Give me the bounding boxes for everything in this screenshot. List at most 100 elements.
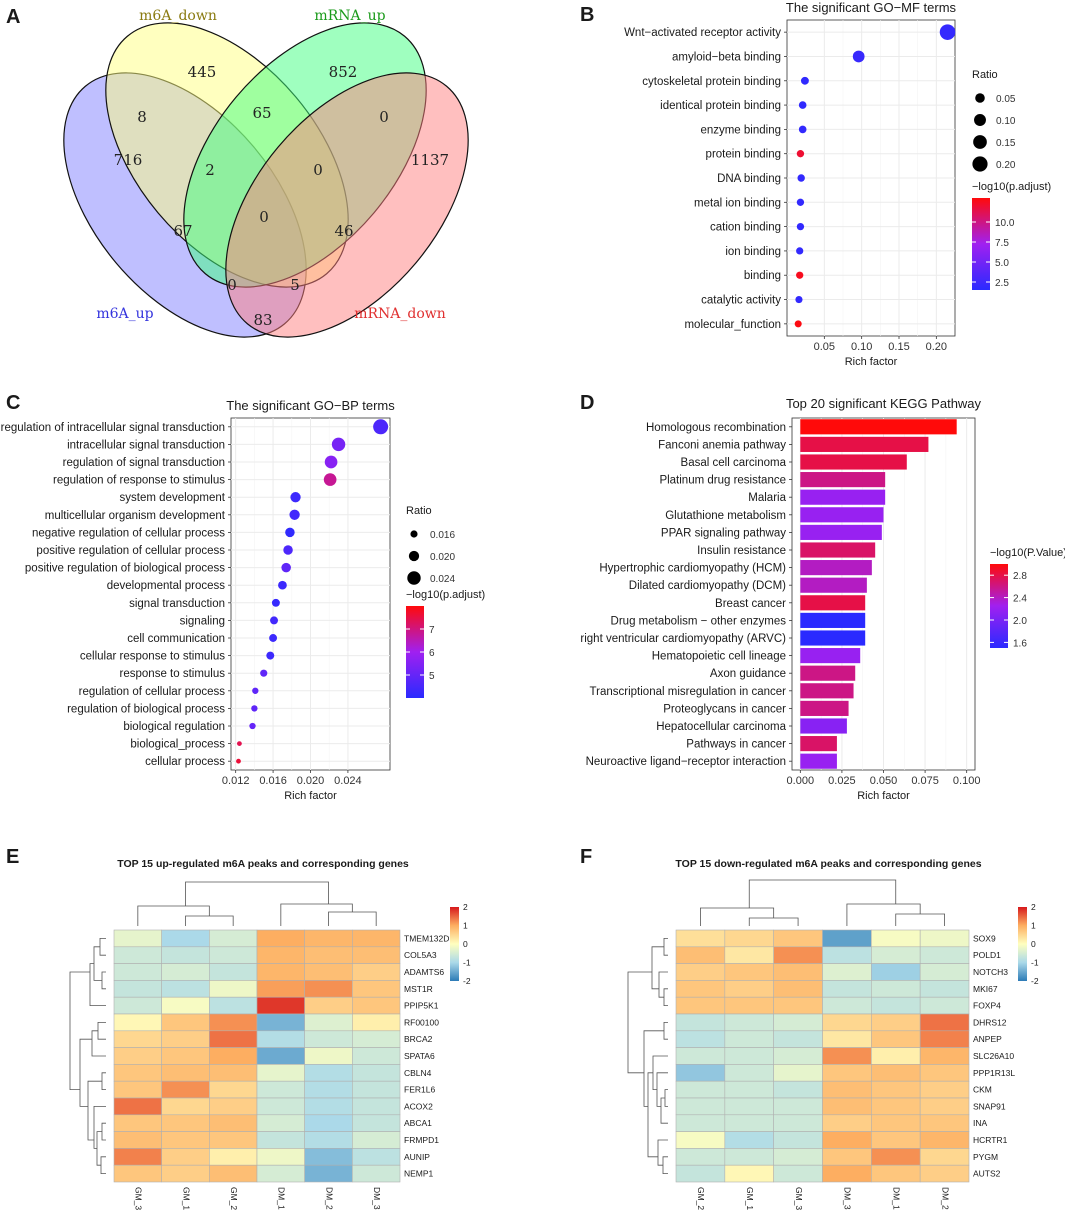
- heatmap-cell-snap91-dm-1: [871, 1097, 921, 1116]
- column-label-gm-3: GM_3: [134, 1187, 144, 1210]
- bar-hepatocellular-carcinoma: [800, 718, 847, 734]
- color-legend-label: 2.5: [995, 278, 1009, 289]
- heatmap-cell-mst1r-dm-2: [304, 980, 353, 998]
- kegg-barchart: Top 20 significant KEGG PathwayHomologou…: [580, 396, 1065, 802]
- bar-insulin-resistance: [800, 542, 876, 558]
- venn-label-m6a-up: m6A_up: [96, 306, 153, 322]
- column-dendrogram: [137, 881, 377, 926]
- venn-count-m6a-down-mrna-down: 46: [334, 222, 353, 240]
- color-legend-title: −log10(P.Value): [990, 547, 1065, 559]
- size-legend-label: 0.016: [430, 530, 455, 541]
- color-legend-bar: [972, 198, 990, 290]
- heatmap-cell-mki67-gm-3: [773, 980, 823, 998]
- row-label-mst1r: MST1R: [404, 984, 433, 994]
- heatmap-cell-aunip-gm-2: [209, 1148, 258, 1166]
- heatmap-cell-mst1r-gm-3: [113, 980, 162, 998]
- heatmap-cell-mst1r-dm-3: [352, 980, 401, 998]
- row-label-slc26a10: SLC26A10: [973, 1051, 1014, 1061]
- color-legend: −log10(p.adjust) 2.5 5.0 7.5 10.0: [972, 181, 1051, 290]
- heatmap-cell-sox9-dm-1: [871, 929, 921, 948]
- column-label-dm-2: DM_2: [324, 1187, 334, 1210]
- heatmap-cell-cbln4-gm-1: [161, 1064, 210, 1082]
- heatmap-cell-ckm-dm-3: [822, 1080, 872, 1099]
- column-label-dm-3: DM_3: [372, 1187, 382, 1210]
- color-legend-label: 6: [429, 648, 435, 659]
- heatmap-cell-col5a3-dm-2: [304, 946, 353, 964]
- column-dendrogram-branch: [895, 913, 945, 926]
- heatmap-cell-hcrtr1-dm-1: [871, 1131, 921, 1149]
- heatmap-cell-ppip5k1-gm-1: [161, 996, 210, 1015]
- heatmap-cell-pygm-dm-1: [871, 1148, 921, 1166]
- row-label-col5a3: COL5A3: [404, 950, 437, 960]
- heatmap-cell-adamts6-gm-1: [161, 963, 210, 981]
- heatmap-cell-spata6-dm-1: [256, 1047, 305, 1065]
- column-label-dm-1: DM_1: [277, 1187, 287, 1210]
- heatmap-cells: [113, 929, 401, 1183]
- heatmap-cell-ckm-dm-1: [871, 1080, 921, 1099]
- heatmap-cell-slc26a10-dm-1: [871, 1047, 921, 1065]
- point-regulation-of-cellular-process: [252, 687, 259, 694]
- panel-letter-d: D: [580, 392, 595, 414]
- heatmap-cell-abca1-dm-2: [304, 1114, 353, 1132]
- heatmap-cell-mki67-dm-2: [919, 980, 970, 998]
- column-label-gm-1: GM_1: [181, 1187, 191, 1210]
- heatmap-cell-cbln4-dm-3: [352, 1064, 401, 1082]
- heatmap-cell-pold1-gm-1: [724, 946, 774, 964]
- heatmap-cells: [675, 929, 970, 1183]
- x-tick-label: 0.075: [911, 775, 939, 787]
- heatmap-cell-foxp4-dm-1: [871, 996, 921, 1015]
- heatmap-cell-cbln4-gm-3: [113, 1064, 162, 1082]
- heatmap-title: TOP 15 up-regulated m6A peaks and corres…: [117, 858, 409, 870]
- y-tick-label-arrhythmogenic-right-ventricular-cardiomyopathy-arvc: Arrhythmogenic right ventricular cardiom…: [580, 633, 786, 645]
- heatmap-cell-mst1r-dm-1: [256, 980, 305, 998]
- row-label-tmem132d: TMEM132D: [404, 933, 449, 943]
- heatmap-cell-pygm-dm-3: [822, 1148, 872, 1166]
- bars: [800, 419, 957, 769]
- heatmap-cell-ina-gm-3: [773, 1114, 823, 1132]
- row-label-mki67: MKI67: [973, 984, 998, 994]
- heatmap-cell-pold1-gm-3: [773, 946, 823, 964]
- y-tick-label-molecular-function: molecular_function: [684, 319, 781, 331]
- bar-arrhythmogenic-right-ventricular-cardiomyopathy-arvc: [800, 630, 866, 646]
- row-label-snap91: SNAP91: [973, 1101, 1006, 1111]
- bar-neuroactive-ligand-receptor-interaction: [800, 753, 837, 769]
- heatmap-cell-cbln4-gm-2: [209, 1064, 258, 1082]
- x-tick-label: 0.20: [926, 341, 947, 353]
- heatmap-cell-mki67-dm-3: [822, 980, 872, 998]
- column-dendrogram-branch: [328, 911, 377, 926]
- y-tick-label-cellular-process: cellular process: [145, 756, 225, 768]
- bar-hypertrophic-cardiomyopathy-hcm: [800, 560, 872, 576]
- heatmap-cell-tmem132d-gm-2: [209, 929, 258, 948]
- y-tick-label-hypertrophic-cardiomyopathy-hcm: Hypertrophic cardiomyopathy (HCM): [599, 563, 786, 575]
- y-tick-label-regulation-of-signal-transduction: regulation of signal transduction: [63, 457, 225, 469]
- heatmap-cell-pygm-dm-2: [919, 1148, 970, 1166]
- y-tick-label-platinum-drug-resistance: Platinum drug resistance: [659, 475, 786, 487]
- heatmap-cell-snap91-dm-2: [919, 1097, 970, 1116]
- y-tick-labels: Homologous recombination Fanconi anemia p…: [580, 422, 792, 768]
- column-dendrogram-branch: [700, 907, 775, 926]
- heatmap-cell-mki67-gm-1: [724, 980, 774, 998]
- heatmap-cell-nemp1-dm-1: [256, 1164, 305, 1183]
- venn-count-m6a-down-mrna-up-mrna-down: 0: [313, 161, 323, 179]
- heatmap-cell-rf00100-gm-1: [161, 1013, 210, 1032]
- row-label-ppp1r13l: PPP1R13L: [973, 1068, 1015, 1078]
- size-legend-title: Ratio: [406, 505, 432, 517]
- bar-dilated-cardiomyopathy-dcm: [800, 577, 867, 593]
- x-tick-labels: 0.05 0.10 0.15 0.20: [814, 336, 947, 353]
- heatmap-cell-spata6-gm-1: [161, 1047, 210, 1065]
- y-tick-label-breast-cancer: Breast cancer: [715, 598, 786, 610]
- column-dendrogram-branch: [185, 881, 329, 906]
- row-dendrogram-branch: [664, 1089, 668, 1107]
- heatmap-cell-acox2-dm-2: [304, 1097, 353, 1116]
- row-label-adamts6: ADAMTS6: [404, 967, 444, 977]
- column-dendrogram-branch: [280, 903, 353, 926]
- panel-letter-f: F: [580, 846, 593, 868]
- row-dendrogram-branch: [647, 1072, 658, 1158]
- color-legend-label: 10.0: [995, 218, 1015, 229]
- heatmap-legend-label: -2: [1031, 976, 1039, 986]
- row-dendrogram-branch: [97, 1022, 106, 1040]
- size-legend-label: 0.10: [996, 116, 1016, 127]
- color-legend-label: 2.8: [1013, 571, 1027, 582]
- heatmap-cell-dhrs12-gm-1: [724, 1013, 774, 1032]
- row-dendrogram-branch: [101, 1072, 106, 1090]
